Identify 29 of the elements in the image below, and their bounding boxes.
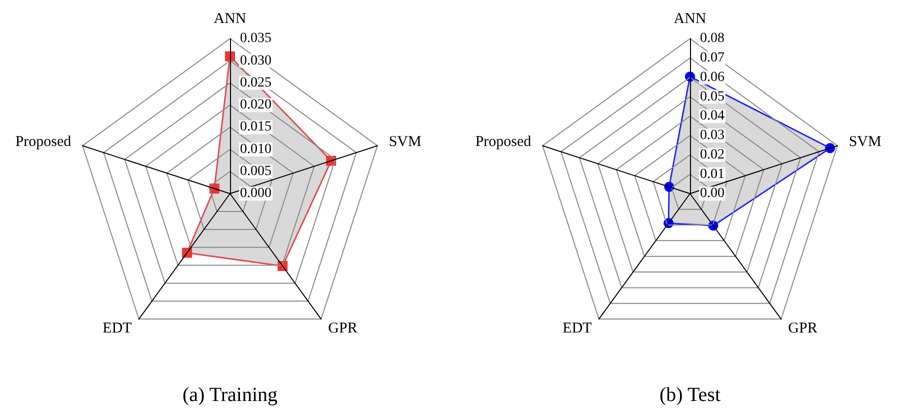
- text: (b) Test: [660, 384, 721, 406]
- y-tick-label: 0.010: [240, 142, 272, 157]
- y-tick-label: 0.00: [700, 186, 724, 202]
- y-tick-label: 0.000: [240, 186, 272, 202]
- spoke-label: SVM: [848, 134, 882, 150]
- y-tick-label: 0.04: [700, 108, 724, 124]
- y-tick-label: 0.020: [240, 98, 272, 113]
- y-tick-label: 0.07: [700, 50, 724, 66]
- y-tick-label: 0.025: [240, 75, 272, 90]
- y-tick-label: 0.015: [240, 120, 272, 135]
- text: (a) Training: [182, 384, 278, 406]
- y-tick-label: 0.02: [700, 147, 724, 162]
- y-tick-label: 0.06: [700, 70, 724, 85]
- spoke-label: SVM: [388, 134, 422, 150]
- spoke-label: Proposed: [15, 134, 72, 150]
- y-tick-label: 0.035: [240, 31, 272, 46]
- spoke-label: EDT: [562, 320, 592, 337]
- spoke-label: GPR: [328, 320, 358, 337]
- y-tick-label: 0.030: [240, 53, 272, 68]
- spoke-label: ANN: [214, 11, 246, 28]
- spoke-label: ANN: [674, 11, 706, 28]
- y-tick-label: 0.01: [700, 166, 724, 182]
- y-tick-label: 0.05: [700, 89, 724, 104]
- y-tick-label: 0.08: [700, 31, 724, 46]
- y-tick-label: 0.005: [240, 164, 272, 179]
- spoke-label: Proposed: [475, 134, 532, 150]
- y-tick-label: 0.03: [700, 128, 724, 144]
- spoke-label: GPR: [788, 320, 818, 337]
- spoke-label: EDT: [102, 320, 132, 337]
